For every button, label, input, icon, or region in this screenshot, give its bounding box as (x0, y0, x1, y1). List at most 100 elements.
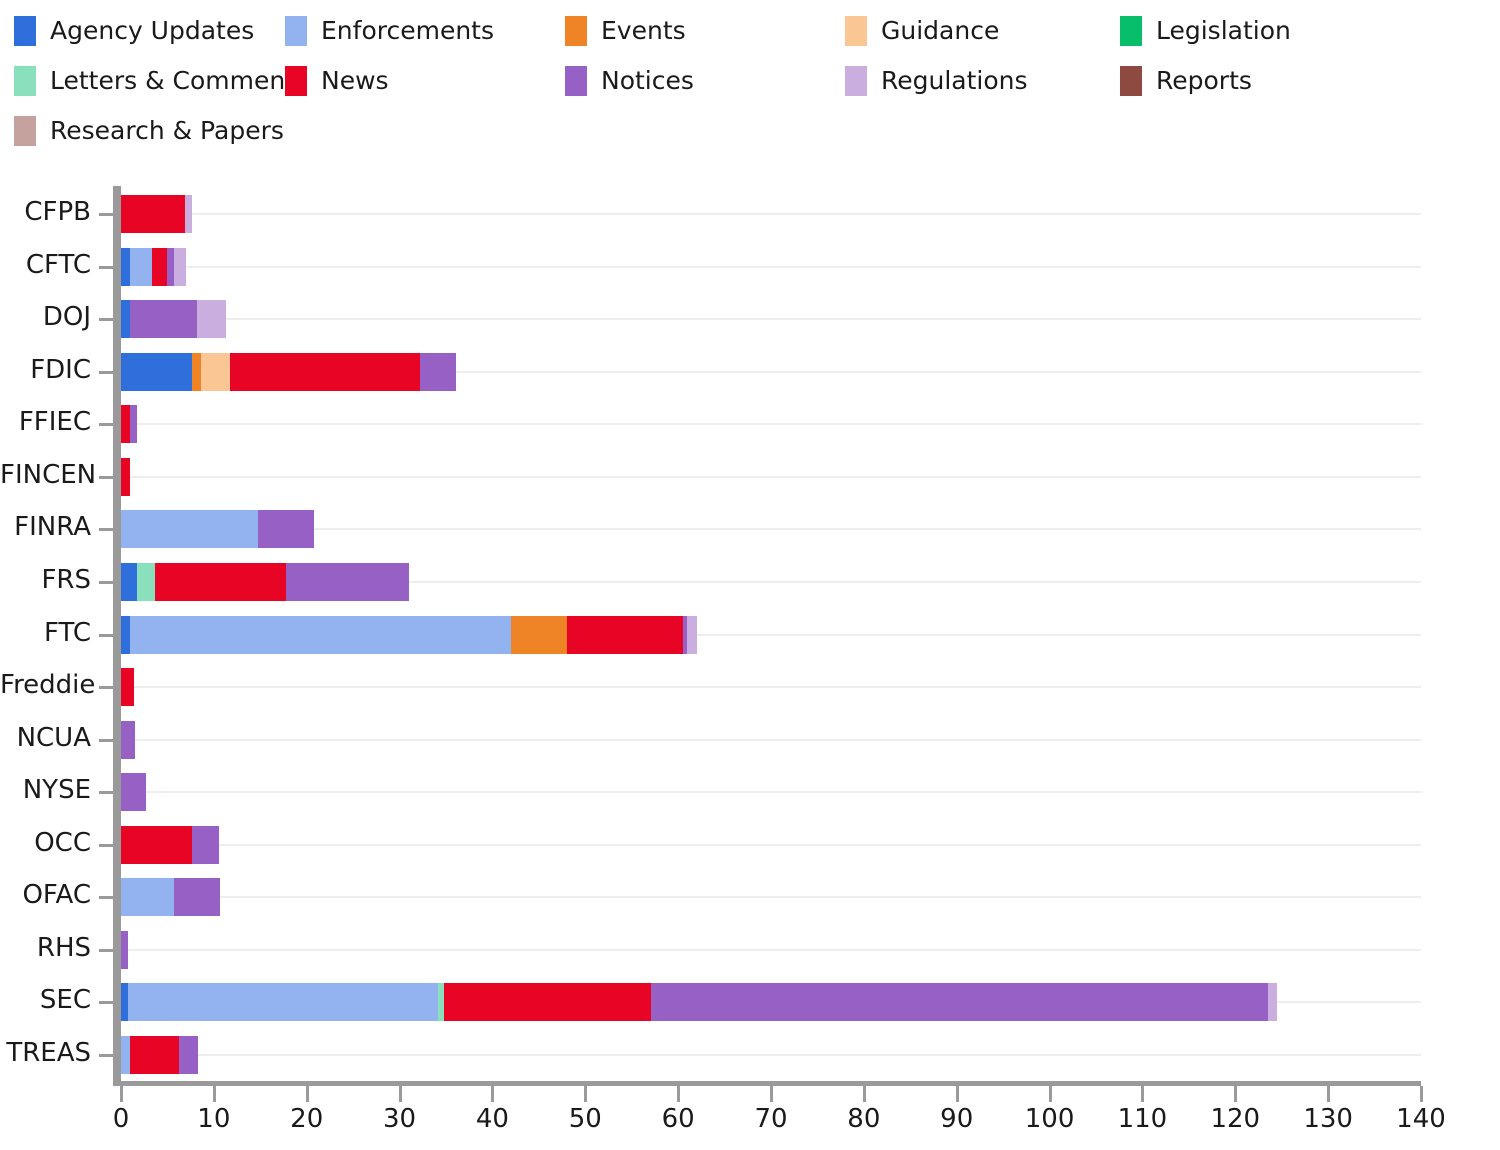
bar-segment[interactable] (121, 195, 186, 234)
gridline (121, 791, 1421, 794)
legend-item[interactable]: Enforcements (285, 14, 494, 48)
legend-label: Guidance (881, 16, 1000, 45)
legend-item[interactable]: Events (565, 14, 686, 48)
bar-segment[interactable] (197, 300, 226, 339)
bar-segment[interactable] (130, 615, 511, 654)
bar-segment[interactable] (687, 615, 697, 654)
bar-segment[interactable] (121, 878, 174, 917)
x-axis-tick (491, 1086, 495, 1102)
bar-segment[interactable] (420, 352, 457, 391)
bar-group-cfpb (121, 195, 1421, 234)
bar-group-fdic (121, 352, 1421, 391)
x-axis-tick (1141, 1086, 1145, 1102)
legend-item[interactable]: Reports (1120, 64, 1252, 98)
legend-item[interactable]: News (285, 64, 389, 98)
bar-group-fincen (121, 457, 1421, 496)
y-axis-label-ffiec: FFIEC (18, 407, 91, 438)
x-axis-tick-label: 90 (940, 1104, 974, 1134)
bar-segment[interactable] (682, 615, 688, 654)
y-axis-label-nyse: NYSE (22, 775, 91, 806)
bar-segment[interactable] (121, 930, 129, 969)
gridline (121, 1053, 1421, 1056)
x-axis-tick (305, 1086, 309, 1102)
bar-segment[interactable] (130, 247, 152, 286)
bar-segment[interactable] (130, 405, 137, 444)
legend-item[interactable]: Letters & Comments (14, 64, 308, 98)
y-axis-tick (99, 948, 115, 952)
y-axis-label-finra: FINRA (14, 512, 91, 543)
y-axis-label-freddie: Freddie (0, 670, 96, 701)
legend-item[interactable]: Guidance (845, 14, 999, 48)
y-axis-label-ncua: NCUA (16, 722, 91, 753)
bar-segment[interactable] (121, 562, 137, 601)
bar-segment[interactable] (257, 510, 315, 549)
x-axis-tick (955, 1086, 959, 1102)
bar-segment[interactable] (121, 825, 192, 864)
bar-segment[interactable] (185, 195, 193, 234)
bar-segment[interactable] (191, 352, 201, 391)
bar-segment[interactable] (121, 300, 131, 339)
gridline (121, 896, 1421, 899)
y-axis-line (113, 186, 121, 1083)
legend-item[interactable]: Notices (565, 64, 694, 98)
bar-segment[interactable] (173, 878, 221, 917)
bar-segment[interactable] (155, 562, 287, 601)
bar-segment[interactable] (130, 300, 198, 339)
bar-segment[interactable] (191, 825, 220, 864)
bar-group-cftc (121, 247, 1421, 286)
legend-label: Regulations (881, 66, 1028, 95)
bar-segment[interactable] (286, 562, 409, 601)
legend-swatch-icon (565, 66, 587, 96)
gridline (121, 370, 1421, 373)
bar-segment[interactable] (200, 352, 230, 391)
bar-segment[interactable] (121, 352, 192, 391)
legend-label: Events (601, 16, 686, 45)
x-axis-tick-label: 50 (568, 1104, 602, 1134)
y-axis-label-fdic: FDIC (30, 354, 91, 385)
x-axis-tick (770, 1086, 773, 1102)
gridline (121, 423, 1421, 426)
bar-segment[interactable] (1267, 983, 1278, 1022)
bar-group-nyse (121, 773, 1421, 812)
bar-group-occ (121, 825, 1421, 864)
bar-segment[interactable] (566, 615, 683, 654)
bar-segment[interactable] (121, 720, 135, 759)
bar-segment[interactable] (121, 1035, 131, 1074)
legend-item[interactable]: Agency Updates (14, 14, 254, 48)
bar-segment[interactable] (437, 983, 445, 1022)
bar-segment[interactable] (511, 615, 567, 654)
bar-segment[interactable] (121, 457, 131, 496)
bar-segment[interactable] (167, 247, 174, 286)
bar-segment[interactable] (178, 1035, 199, 1074)
bar-segment[interactable] (121, 405, 131, 444)
legend-label: Reports (1156, 66, 1252, 95)
bar-segment[interactable] (121, 247, 131, 286)
bar-group-ncua (121, 720, 1421, 759)
bar-segment[interactable] (229, 352, 420, 391)
legend-item[interactable]: Regulations (845, 64, 1028, 98)
y-axis-tick (99, 580, 115, 584)
legend-swatch-icon (565, 16, 587, 46)
bar-group-ftc (121, 615, 1421, 654)
legend-label: Legislation (1156, 16, 1291, 45)
bar-segment[interactable] (130, 1035, 179, 1074)
bar-segment[interactable] (651, 983, 1268, 1022)
bar-segment[interactable] (444, 983, 652, 1022)
bar-segment[interactable] (121, 668, 134, 707)
bar-segment[interactable] (121, 773, 147, 812)
x-axis-tick-label: 30 (383, 1104, 417, 1134)
bar-segment[interactable] (121, 983, 129, 1022)
legend-item[interactable]: Research & Papers (14, 114, 284, 148)
legend-item[interactable]: Legislation (1120, 14, 1291, 48)
bar-segment[interactable] (151, 247, 168, 286)
bar-segment[interactable] (121, 615, 131, 654)
x-axis-tick-label: 110 (1117, 1104, 1168, 1134)
bar-segment[interactable] (173, 247, 186, 286)
y-axis-label-doj: DOJ (42, 302, 91, 333)
x-axis-tick-label: 70 (754, 1104, 788, 1134)
gridline (121, 318, 1421, 321)
bar-segment[interactable] (121, 510, 258, 549)
bar-segment[interactable] (136, 562, 156, 601)
bar-segment[interactable] (128, 983, 438, 1022)
gridline (121, 213, 1421, 216)
